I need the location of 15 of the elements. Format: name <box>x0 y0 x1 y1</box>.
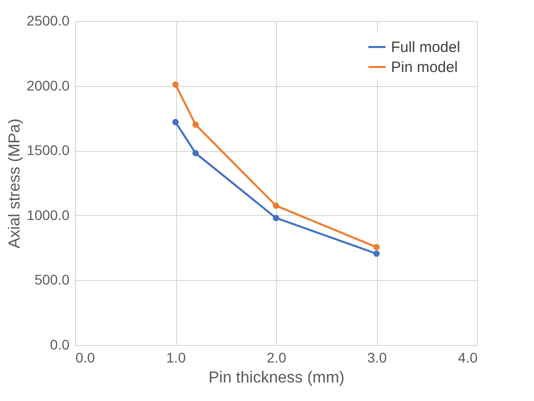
y-tick-label: 0.0 <box>50 336 70 352</box>
y-tick-label: 500.0 <box>34 272 70 288</box>
y-tick-label: 2000.0 <box>26 77 70 94</box>
x-tick-label: 1.0 <box>166 350 186 366</box>
x-tick-label: 0.0 <box>76 350 96 366</box>
y-tick-label: 1500.0 <box>26 142 70 158</box>
x-axis-title: Pin thickness (mm) <box>208 370 345 386</box>
y-axis-title: Axial stress (MPa) <box>6 118 24 248</box>
legend-label: Pin model <box>391 59 458 76</box>
x-tick-label: 4.0 <box>458 350 478 366</box>
x-tick-label: 3.0 <box>367 350 387 366</box>
y-tick-label: 1000.0 <box>26 206 70 223</box>
y-tick-label: 2500.0 <box>26 12 70 28</box>
legend-label: Full model <box>391 39 460 56</box>
x-tick-label: 2.0 <box>266 350 286 366</box>
